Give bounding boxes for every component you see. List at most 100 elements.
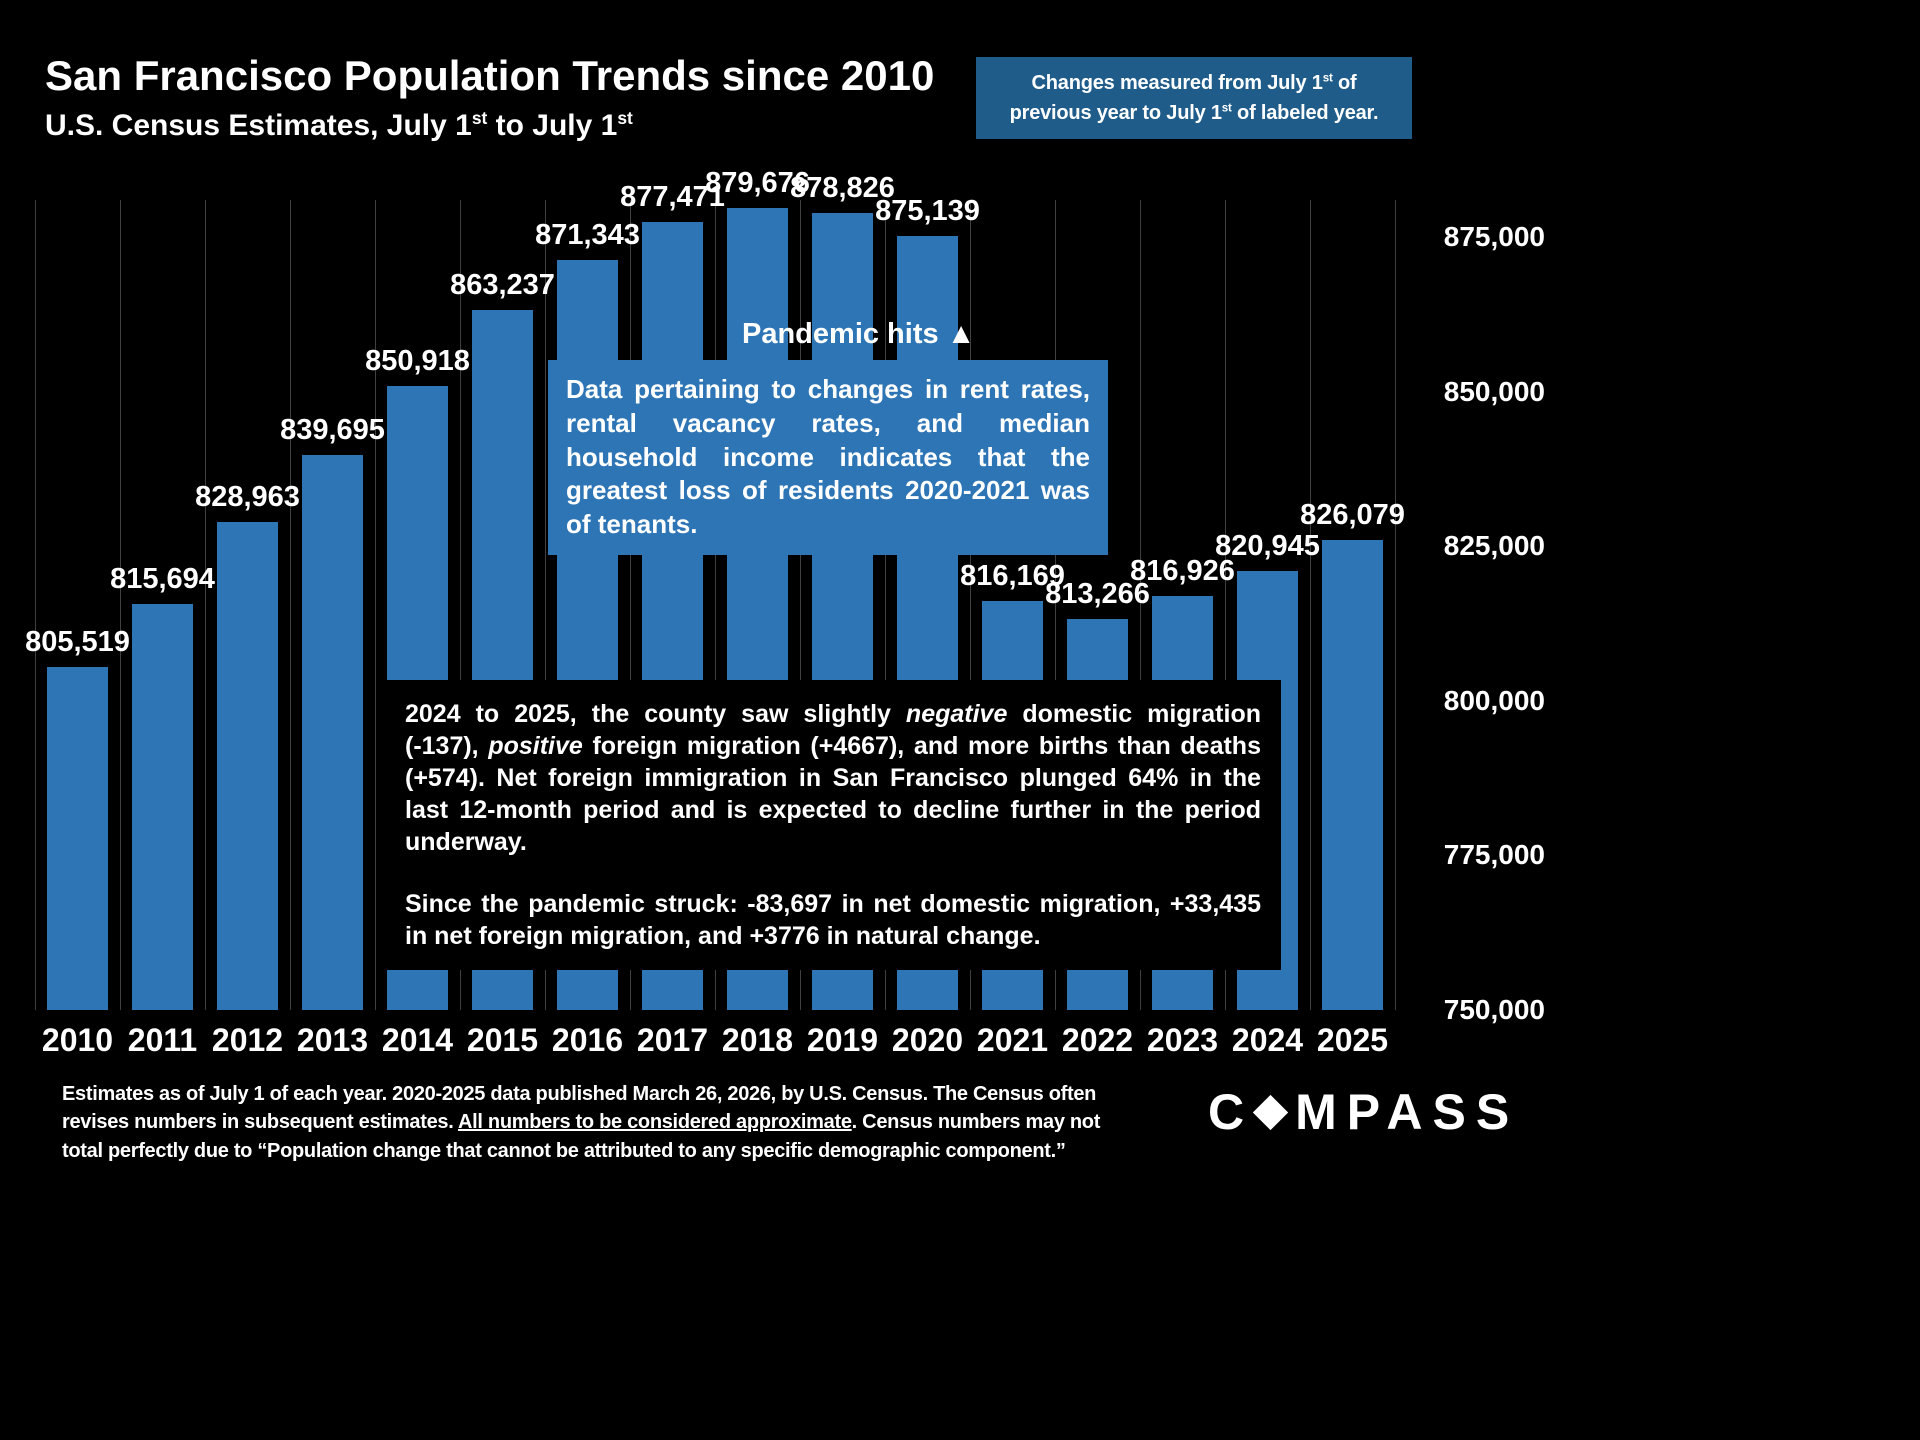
migration-paragraph-1: 2024 to 2025, the county saw slightly ne… <box>405 698 1261 858</box>
footer-underlined-text: All numbers to be considered approximate <box>458 1111 852 1134</box>
footer-line-3: total perfectly due to “Population chang… <box>62 1139 1066 1162</box>
logo-text: MPASS <box>1295 1084 1520 1140</box>
x-axis-tick-label: 2019 <box>806 1022 879 1058</box>
note-text: previous year to July 1 <box>1009 102 1222 124</box>
note-text: of <box>1332 72 1357 94</box>
bar-value-label: 828,963 <box>195 480 300 513</box>
bar-value-label: 877,471 <box>620 180 725 213</box>
x-axis-tick-label: 2018 <box>721 1022 794 1058</box>
y-axis-tick-label: 875,000 <box>1443 221 1545 253</box>
bar-value-label: 850,918 <box>365 345 470 377</box>
bar-value-label: 878,826 <box>790 172 895 205</box>
logo-text: C <box>1208 1084 1255 1140</box>
subtitle-text: U.S. Census Estimates, July 1 <box>45 109 472 142</box>
bar-value-label: 820,945 <box>1215 530 1320 563</box>
text-run-italic: negative <box>905 700 1008 728</box>
migration-paragraph-2: Since the pandemic struck: -83,697 in ne… <box>405 888 1261 952</box>
text-run: . Census numbers may not <box>851 1111 1101 1134</box>
bar-value-label: 839,695 <box>280 414 385 447</box>
gridline <box>630 200 631 1010</box>
x-axis-tick-label: 2011 <box>127 1022 198 1058</box>
text-run: revises numbers in subsequent estimates. <box>62 1111 459 1134</box>
page-title: San Francisco Population Trends since 20… <box>45 52 935 99</box>
x-axis-tick-label: 2014 <box>381 1022 454 1058</box>
subtitle-superscript: st <box>617 108 633 128</box>
gridline <box>375 200 376 1010</box>
migration-note-box: 2024 to 2025, the county saw slightly ne… <box>385 680 1281 970</box>
note-line-2: previous year to July 1st of labeled yea… <box>982 98 1406 128</box>
tenant-note-text: Data pertaining to changes in rent rates… <box>566 374 1090 540</box>
pandemic-annotation: Pandemic hits ▲ <box>742 318 975 351</box>
bar-value-label: 871,343 <box>535 218 640 251</box>
bar-value-label: 815,694 <box>110 562 215 595</box>
subtitle-text: to July 1 <box>487 109 618 142</box>
page-subtitle: U.S. Census Estimates, July 1st to July … <box>45 108 633 143</box>
y-axis-labels: 875,000 850,000 825,000 800,000 775,000 750,0… <box>1420 200 1545 1025</box>
note-superscript: st <box>1221 101 1232 115</box>
gridline <box>1140 200 1141 1010</box>
gridline <box>800 200 801 1010</box>
measurement-note-box: Changes measured from July 1st of previo… <box>976 57 1412 139</box>
gridline <box>460 200 461 1010</box>
gridline <box>970 200 971 1010</box>
text-run-italic: positive <box>488 732 583 760</box>
footer-line-2: revises numbers in subsequent estimates.… <box>62 1108 1100 1136</box>
x-axis-tick-label: 2021 <box>976 1022 1049 1058</box>
y-axis-tick-label: 800,000 <box>1443 684 1545 716</box>
y-axis-tick-label: 850,000 <box>1443 375 1545 407</box>
gridline <box>1225 200 1226 1010</box>
x-axis-tick-label: 2017 <box>636 1022 709 1058</box>
gridline <box>715 200 716 1010</box>
text-run: domestic migration (-137), <box>405 700 1261 760</box>
bar-value-label: 816,169 <box>960 559 1065 592</box>
x-axis-tick-label: 2012 <box>211 1022 284 1058</box>
footer-line-1: Estimates as of July 1 of each year. 202… <box>62 1083 1097 1105</box>
text-run: foreign migration (+4667), and more birt… <box>405 732 1261 856</box>
bar-value-label: 863,237 <box>450 268 555 301</box>
y-axis-tick-label: 825,000 <box>1443 530 1545 562</box>
bar-value-label: 879,676 <box>705 167 810 200</box>
x-axis-labels: 2010 2011 2012 2013 2014 2015 2016 2017 2018 2019… <box>35 1022 1395 1066</box>
y-axis-tick-label: 775,000 <box>1443 839 1545 871</box>
bar-value-label: 875,139 <box>875 195 980 228</box>
gridline <box>545 200 546 1010</box>
gridline <box>290 200 291 1010</box>
x-axis-tick-label: 2013 <box>296 1022 369 1058</box>
bar-2012 <box>217 521 278 1010</box>
tenant-note-box: Data pertaining to changes in rent rates… <box>548 360 1108 555</box>
x-axis-tick-label: 2016 <box>551 1022 624 1058</box>
bar-value-label: 826,079 <box>1300 498 1405 531</box>
bar-value-label: 816,926 <box>1130 555 1235 588</box>
gridline <box>1395 200 1396 1010</box>
up-triangle-icon: ▲ <box>946 318 976 350</box>
gridline <box>885 200 886 1010</box>
diamond-icon <box>1252 1094 1289 1130</box>
subtitle-superscript: st <box>471 108 488 128</box>
pandemic-annotation-text: Pandemic hits <box>742 318 939 350</box>
bar-2011 <box>132 603 193 1010</box>
x-axis-tick-label: 2022 <box>1061 1022 1134 1058</box>
x-axis-tick-label: 2015 <box>466 1022 539 1058</box>
bar-value-label: 813,266 <box>1045 577 1150 610</box>
text-run: Since the pandemic struck: -83,697 in ne… <box>405 890 1261 950</box>
bar-2010 <box>47 666 108 1010</box>
note-text: Changes measured from July 1 <box>1031 72 1323 94</box>
note-superscript: st <box>1322 71 1333 85</box>
note-line-1: Changes measured from July 1st of <box>982 68 1406 98</box>
text-run: 2024 to 2025, the county saw slightly <box>405 700 906 728</box>
x-axis-tick-label: 2023 <box>1146 1022 1219 1058</box>
gridline <box>1310 200 1311 1010</box>
bar-value-label: 805,519 <box>25 625 130 658</box>
x-axis-tick-label: 2010 <box>41 1022 114 1058</box>
x-axis-tick-label: 2020 <box>891 1022 964 1058</box>
y-axis-tick-label: 750,000 <box>1443 994 1545 1025</box>
gridline <box>35 200 36 1010</box>
gridline <box>120 200 121 1010</box>
gridline <box>205 200 206 1010</box>
bar-2013 <box>302 455 363 1010</box>
note-text: of labeled year. <box>1231 102 1379 124</box>
bar-2025 <box>1322 539 1383 1010</box>
compass-logo: C MPASS <box>1208 1083 1519 1141</box>
footer-disclaimer: Estimates as of July 1 of each year. 202… <box>62 1080 1100 1165</box>
